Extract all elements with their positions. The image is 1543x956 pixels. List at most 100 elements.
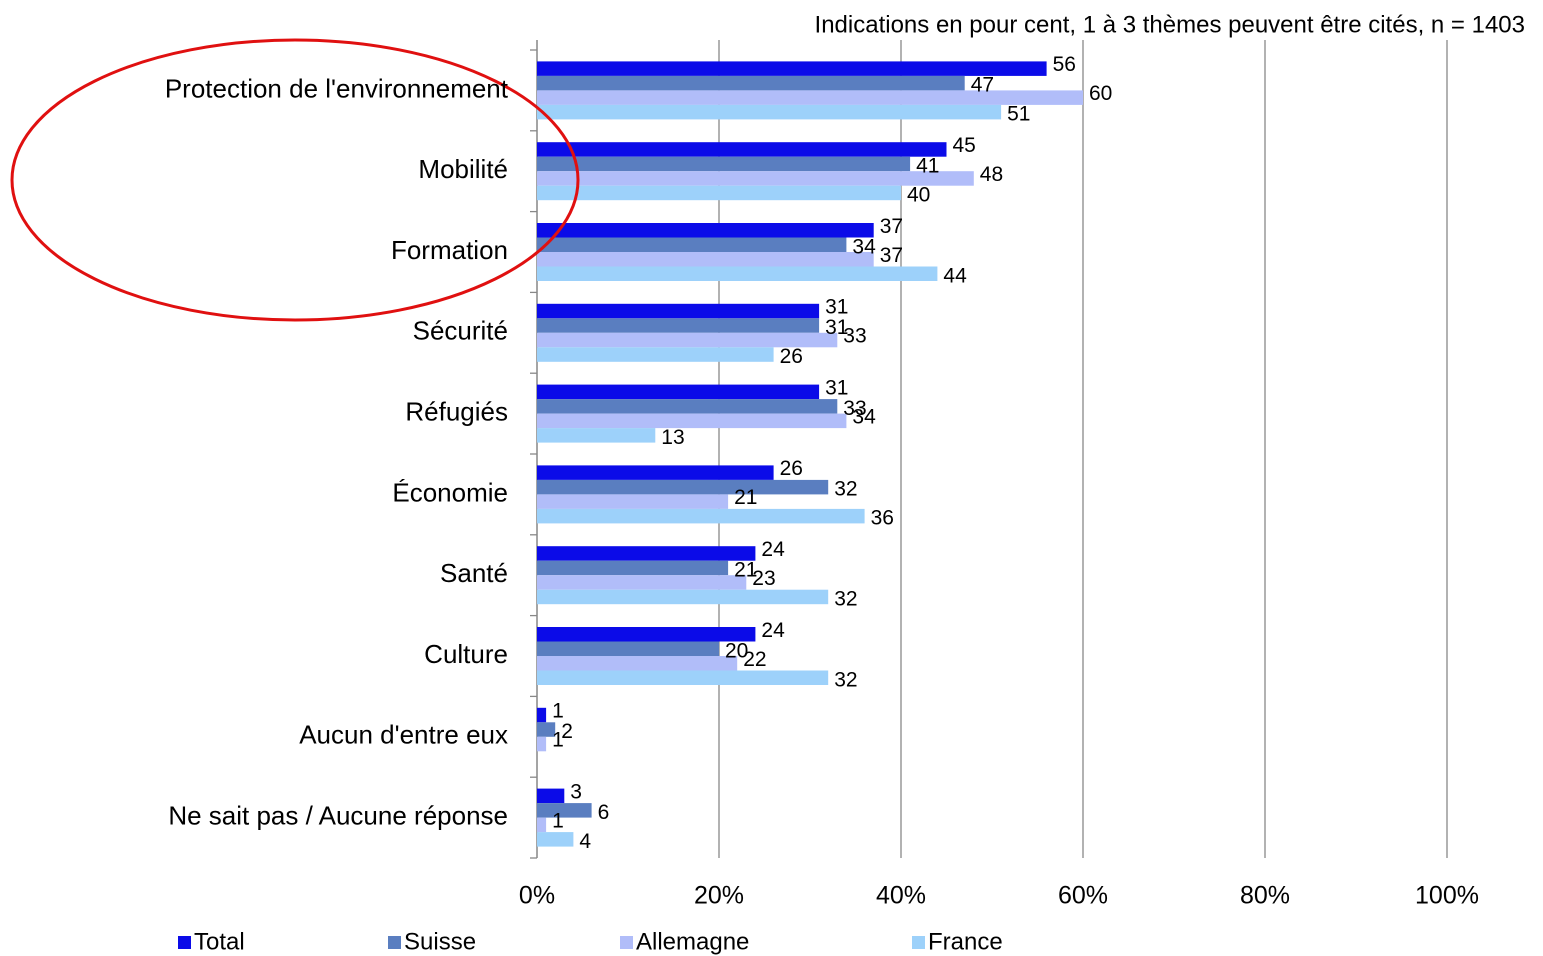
value-label: 24 bbox=[761, 538, 785, 561]
value-label: 2 bbox=[561, 720, 573, 743]
legend-label: Suisse bbox=[404, 928, 476, 955]
value-label: 33 bbox=[843, 325, 866, 348]
value-label: 32 bbox=[834, 478, 857, 501]
bar bbox=[537, 479, 829, 495]
bar bbox=[537, 266, 938, 281]
value-label: 45 bbox=[953, 134, 976, 157]
legend-label: Allemagne bbox=[636, 928, 749, 955]
bar bbox=[537, 318, 820, 333]
bar bbox=[537, 104, 1002, 120]
value-label: 44 bbox=[943, 264, 967, 287]
value-label: 26 bbox=[780, 457, 803, 480]
x-tick-label: 40% bbox=[876, 882, 926, 910]
value-label: 22 bbox=[743, 648, 766, 671]
x-tick-label: 60% bbox=[1058, 882, 1108, 910]
bar bbox=[537, 627, 756, 642]
bar bbox=[537, 465, 774, 480]
value-label: 34 bbox=[852, 235, 876, 258]
value-label: 51 bbox=[1007, 103, 1030, 126]
bar bbox=[537, 237, 847, 252]
value-label: 1 bbox=[552, 700, 564, 723]
value-label: 37 bbox=[880, 244, 903, 267]
bar bbox=[537, 303, 820, 319]
legend-label: France bbox=[928, 928, 1003, 955]
value-label: 31 bbox=[825, 316, 848, 339]
value-label: 31 bbox=[825, 296, 848, 319]
value-label: 20 bbox=[725, 639, 748, 662]
bar bbox=[537, 736, 547, 752]
category-label: Santé bbox=[440, 558, 508, 588]
bar bbox=[537, 75, 965, 91]
category-label: Ne sait pas / Aucune réponse bbox=[168, 800, 508, 830]
bar bbox=[537, 670, 829, 685]
category-label: Protection de l'environnement bbox=[165, 73, 509, 103]
bar bbox=[537, 90, 1083, 105]
value-label: 6 bbox=[598, 801, 610, 824]
bar bbox=[537, 722, 556, 737]
bar bbox=[537, 413, 847, 429]
value-label: 21 bbox=[734, 486, 757, 509]
chart-title: Indications en pour cent, 1 à 3 thèmes p… bbox=[815, 11, 1525, 38]
legend-swatch bbox=[388, 936, 401, 949]
value-label: 34 bbox=[852, 405, 876, 428]
value-label: 1 bbox=[552, 809, 564, 832]
bar bbox=[537, 223, 874, 238]
value-label: 32 bbox=[834, 668, 857, 691]
bar bbox=[537, 171, 974, 186]
legend-label: Total bbox=[194, 928, 245, 955]
bar bbox=[537, 575, 747, 590]
bar bbox=[537, 61, 1047, 76]
bar bbox=[537, 707, 547, 723]
bar bbox=[537, 384, 820, 400]
bar bbox=[537, 788, 565, 804]
value-label: 32 bbox=[834, 587, 857, 610]
bar bbox=[537, 252, 874, 267]
legend-swatch bbox=[178, 936, 191, 949]
bar bbox=[537, 332, 838, 348]
category-label: Sécurité bbox=[413, 316, 508, 346]
bar bbox=[537, 494, 729, 509]
highlight-ellipse bbox=[10, 38, 580, 322]
bar bbox=[537, 546, 756, 561]
bar bbox=[537, 399, 838, 414]
value-label: 56 bbox=[1053, 53, 1076, 76]
bar bbox=[537, 803, 592, 818]
bar bbox=[537, 589, 829, 605]
value-label: 48 bbox=[980, 163, 1003, 186]
value-label: 40 bbox=[907, 183, 930, 206]
category-label: Réfugiés bbox=[405, 396, 508, 426]
value-label: 4 bbox=[579, 830, 591, 853]
value-label: 47 bbox=[971, 74, 994, 97]
value-label: 21 bbox=[734, 558, 757, 581]
category-label: Formation bbox=[391, 235, 508, 265]
value-label: 13 bbox=[661, 426, 684, 449]
value-label: 24 bbox=[761, 619, 785, 642]
value-label: 31 bbox=[825, 376, 848, 399]
x-tick-label: 20% bbox=[694, 882, 744, 910]
value-label: 26 bbox=[780, 345, 803, 368]
x-tick-label: 100% bbox=[1415, 882, 1479, 910]
value-label: 60 bbox=[1089, 82, 1112, 105]
bar bbox=[537, 560, 729, 576]
value-label: 1 bbox=[552, 729, 564, 752]
bar bbox=[537, 832, 574, 847]
value-label: 33 bbox=[843, 397, 866, 420]
bar bbox=[537, 185, 901, 201]
value-label: 37 bbox=[880, 215, 903, 238]
bar bbox=[537, 641, 719, 656]
bar bbox=[537, 156, 911, 172]
category-label: Mobilité bbox=[418, 154, 508, 184]
bar bbox=[537, 508, 865, 524]
x-tick-label: 0% bbox=[519, 882, 555, 910]
value-label: 23 bbox=[752, 567, 775, 590]
bar bbox=[537, 428, 656, 443]
value-label: 36 bbox=[871, 507, 894, 530]
bar bbox=[537, 656, 738, 671]
value-label: 41 bbox=[916, 154, 939, 177]
legend-swatch bbox=[912, 936, 925, 949]
category-label: Aucun d'entre eux bbox=[299, 720, 508, 750]
legend-swatch bbox=[620, 936, 633, 949]
bar bbox=[537, 142, 947, 157]
category-label: Culture bbox=[424, 639, 508, 669]
